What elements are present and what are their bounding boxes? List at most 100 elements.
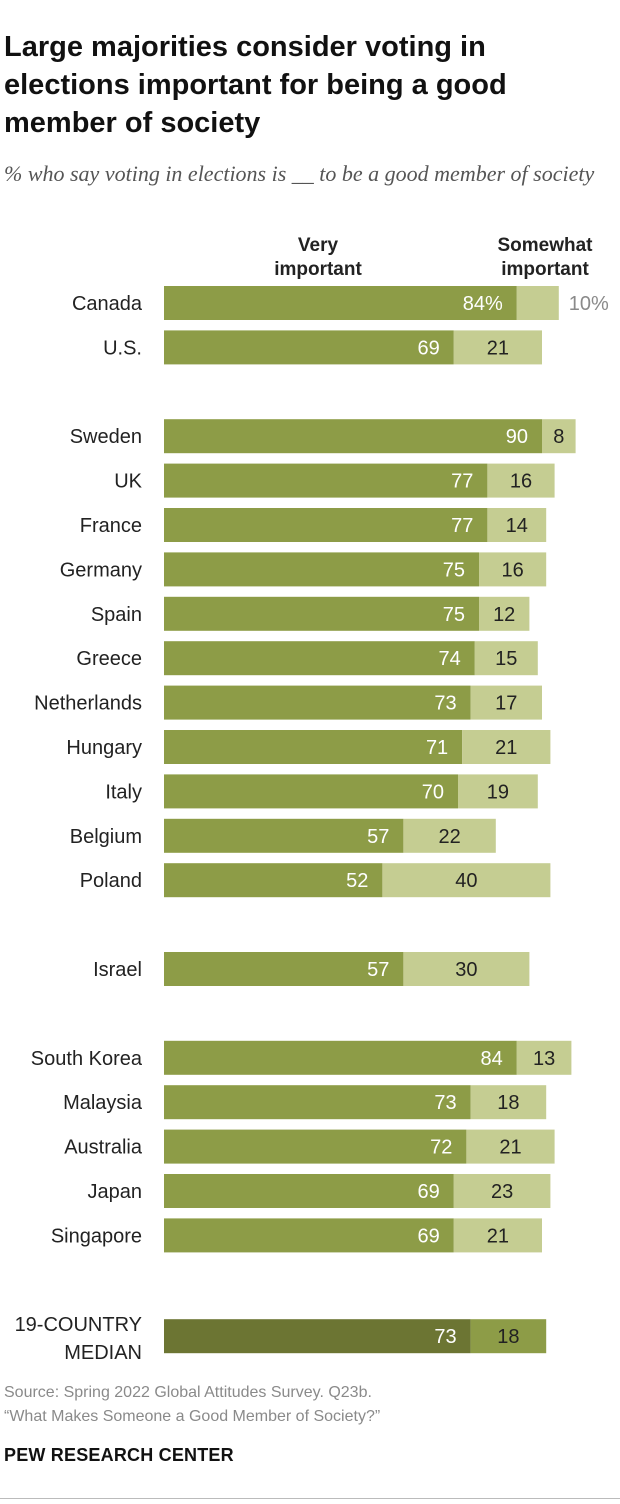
value-very-median: 73	[434, 1326, 456, 1348]
bar-very-median	[164, 1319, 471, 1354]
value-very-australia: 72	[430, 1137, 452, 1159]
pew-research-logo-text: PEW RESEARCH CENTER	[4, 1445, 234, 1465]
bar-very-u-s-	[164, 330, 454, 365]
value-somewhat-uk: 16	[510, 471, 532, 493]
country-label-israel: Israel	[93, 959, 142, 981]
bar-somewhat-canada	[516, 286, 559, 320]
bar-very-netherlands	[164, 685, 471, 720]
country-label-italy: Italy	[105, 781, 142, 803]
source-line-2: “What Makes Someone a Good Member of Soc…	[4, 1408, 381, 1425]
bar-very-japan	[164, 1174, 454, 1208]
bar-very-malaysia	[164, 1085, 471, 1120]
bar-very-hungary	[164, 730, 463, 764]
value-somewhat-malaysia: 18	[497, 1092, 519, 1114]
country-label-u-s-: U.S.	[103, 337, 142, 359]
bar-somewhat-germany	[479, 552, 547, 587]
value-somewhat-france: 14	[506, 515, 528, 537]
country-label-malaysia: Malaysia	[63, 1092, 143, 1114]
value-somewhat-germany: 16	[501, 559, 523, 581]
country-label-singapore: Singapore	[51, 1225, 142, 1247]
bar-very-canada	[164, 286, 517, 320]
value-very-u-s-: 69	[418, 337, 440, 359]
value-somewhat-australia: 21	[499, 1137, 521, 1159]
value-very-italy: 70	[422, 781, 444, 803]
value-somewhat-netherlands: 17	[495, 693, 517, 715]
value-very-uk: 77	[451, 471, 473, 493]
value-somewhat-hungary: 21	[495, 737, 517, 759]
legend-very-important: Very important	[238, 234, 398, 282]
value-somewhat-south-korea: 13	[533, 1048, 555, 1070]
value-somewhat-japan: 23	[491, 1181, 513, 1203]
value-very-canada: 84%	[463, 293, 503, 315]
bar-very-sweden	[164, 419, 542, 454]
country-label-belgium: Belgium	[70, 826, 142, 848]
value-somewhat-spain: 12	[493, 604, 515, 626]
bar-somewhat-singapore	[453, 1218, 542, 1253]
bar-very-france	[164, 508, 488, 542]
country-label-japan: Japan	[88, 1181, 143, 1203]
legend-somewhat-line2: important	[501, 259, 589, 280]
country-label-south-korea: South Korea	[31, 1048, 143, 1070]
bar-somewhat-italy	[458, 774, 538, 809]
source-note: Source: Spring 2022 Global Attitudes Sur…	[4, 1381, 614, 1429]
value-somewhat-canada: 10%	[569, 293, 609, 315]
bar-somewhat-greece	[474, 641, 538, 676]
bar-somewhat-australia	[466, 1129, 555, 1164]
legend-somewhat-important: Somewhat important	[470, 234, 620, 282]
country-label-uk: UK	[114, 471, 142, 493]
country-label-france: France	[80, 515, 142, 537]
legend-very-line2: important	[274, 259, 362, 280]
value-very-belgium: 57	[367, 826, 389, 848]
value-very-singapore: 69	[418, 1225, 440, 1247]
bar-very-belgium	[164, 818, 404, 853]
value-very-netherlands: 73	[434, 693, 456, 715]
value-somewhat-poland: 40	[455, 870, 477, 892]
bar-somewhat-south-korea	[516, 1040, 572, 1075]
bar-very-italy	[164, 774, 458, 809]
value-somewhat-sweden: 8	[553, 426, 564, 448]
country-label-germany: Germany	[60, 559, 142, 581]
bar-somewhat-spain	[479, 596, 530, 631]
bar-somewhat-sweden	[542, 419, 576, 454]
bar-somewhat-median	[470, 1319, 547, 1354]
bar-somewhat-belgium	[403, 818, 496, 853]
value-very-south-korea: 84	[481, 1048, 503, 1070]
value-very-poland: 52	[346, 870, 368, 892]
bar-very-uk	[164, 463, 488, 498]
bar-somewhat-israel	[403, 952, 530, 986]
bar-somewhat-uk	[487, 463, 555, 498]
value-very-israel: 57	[367, 959, 389, 981]
country-label-poland: Poland	[80, 870, 142, 892]
median-label-line1: 19-COUNTRY	[15, 1314, 142, 1336]
value-somewhat-italy: 19	[487, 781, 509, 803]
value-somewhat-median: 18	[497, 1326, 519, 1348]
bar-somewhat-france	[487, 508, 547, 542]
country-label-sweden: Sweden	[70, 426, 142, 448]
value-somewhat-belgium: 22	[438, 826, 460, 848]
country-label-spain: Spain	[91, 604, 142, 626]
chart-subtitle: % who say voting in elections is __ to b…	[4, 161, 595, 186]
value-very-sweden: 90	[506, 426, 528, 448]
bar-somewhat-u-s-	[453, 330, 542, 365]
value-somewhat-u-s-: 21	[487, 337, 509, 359]
value-very-france: 77	[451, 515, 473, 537]
bar-very-spain	[164, 596, 479, 631]
bar-very-israel	[164, 952, 404, 986]
bar-very-poland	[164, 863, 383, 898]
bar-somewhat-netherlands	[470, 685, 542, 720]
bar-very-greece	[164, 641, 475, 676]
country-label-netherlands: Netherlands	[34, 693, 142, 715]
bar-somewhat-malaysia	[470, 1085, 547, 1120]
value-very-germany: 75	[443, 559, 465, 581]
source-line-1: Source: Spring 2022 Global Attitudes Sur…	[4, 1384, 372, 1401]
country-label-greece: Greece	[76, 648, 142, 670]
bar-very-australia	[164, 1129, 467, 1164]
country-label-hungary: Hungary	[66, 737, 142, 759]
chart-title: Large majorities consider voting in elec…	[4, 31, 507, 139]
bar-very-south-korea	[164, 1040, 517, 1075]
value-very-hungary: 71	[426, 737, 448, 759]
stacked-bar-chart: Canada 84% 10% U.S. 69 21 Sweden 90 8 UK 77 16 Franc…	[15, 286, 609, 1362]
legend-very-line1: Very	[297, 235, 339, 256]
bar-very-singapore	[164, 1218, 454, 1253]
bar-somewhat-poland	[382, 863, 551, 898]
